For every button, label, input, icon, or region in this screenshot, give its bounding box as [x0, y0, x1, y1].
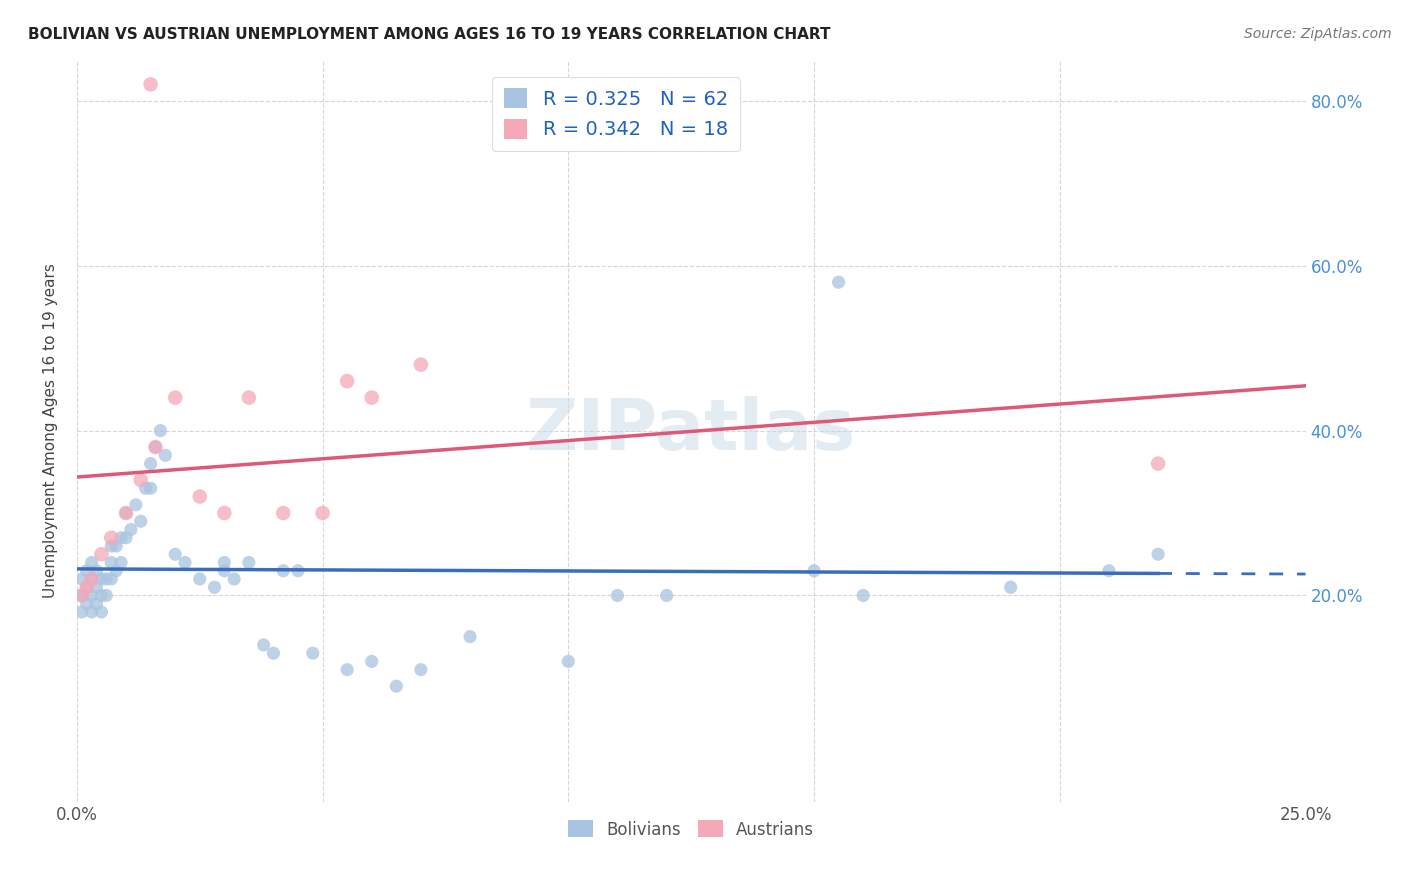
Point: [115, 506, 138, 520]
Point: [76, 580, 98, 594]
Point: [606, 589, 628, 603]
Point: [80, 572, 103, 586]
Point: [262, 646, 284, 660]
Point: [125, 498, 148, 512]
Point: [145, 440, 167, 454]
Text: BOLIVIAN VS AUSTRIAN UNEMPLOYMENT AMONG AGES 16 TO 19 YEARS CORRELATION CHART: BOLIVIAN VS AUSTRIAN UNEMPLOYMENT AMONG …: [28, 27, 831, 42]
Text: Source: ZipAtlas.com: Source: ZipAtlas.com: [1244, 27, 1392, 41]
Point: [214, 556, 236, 570]
Point: [76, 580, 98, 594]
Point: [301, 646, 323, 660]
Point: [139, 481, 162, 495]
Point: [70, 589, 93, 603]
Point: [115, 506, 138, 520]
Point: [80, 605, 103, 619]
Point: [1147, 547, 1170, 561]
Point: [214, 564, 236, 578]
Point: [1098, 564, 1121, 578]
Point: [129, 514, 152, 528]
Point: [165, 547, 187, 561]
Point: [80, 556, 103, 570]
Y-axis label: Unemployment Among Ages 16 to 19 years: Unemployment Among Ages 16 to 19 years: [44, 263, 58, 598]
Point: [86, 597, 108, 611]
Point: [139, 78, 162, 92]
Point: [120, 523, 142, 537]
Point: [90, 547, 112, 561]
Point: [86, 580, 108, 594]
Point: [214, 506, 236, 520]
Point: [80, 572, 103, 586]
Point: [145, 440, 167, 454]
Point: [204, 580, 226, 594]
Point: [287, 564, 309, 578]
Point: [238, 556, 260, 570]
Point: [271, 506, 294, 520]
Point: [385, 679, 408, 693]
Point: [76, 597, 98, 611]
Point: [86, 564, 108, 578]
Point: [803, 564, 825, 578]
Point: [360, 655, 382, 669]
Point: [110, 556, 132, 570]
Point: [115, 531, 138, 545]
Text: ZIPatlas: ZIPatlas: [526, 396, 856, 465]
Point: [139, 457, 162, 471]
Point: [409, 358, 432, 372]
Point: [70, 589, 93, 603]
Point: [100, 531, 122, 545]
Point: [336, 663, 359, 677]
Point: [188, 490, 211, 504]
Point: [80, 589, 103, 603]
Point: [90, 572, 112, 586]
Point: [188, 572, 211, 586]
Point: [271, 564, 294, 578]
Point: [155, 448, 177, 462]
Point: [557, 655, 579, 669]
Point: [135, 481, 157, 495]
Legend: Bolivians, Austrians: Bolivians, Austrians: [561, 814, 821, 846]
Point: [165, 391, 187, 405]
Point: [105, 539, 128, 553]
Point: [70, 572, 93, 586]
Point: [252, 638, 274, 652]
Point: [96, 572, 118, 586]
Point: [458, 630, 481, 644]
Point: [105, 564, 128, 578]
Point: [110, 531, 132, 545]
Point: [90, 589, 112, 603]
Point: [76, 564, 98, 578]
Point: [655, 589, 678, 603]
Point: [100, 572, 122, 586]
Point: [96, 589, 118, 603]
Point: [1000, 580, 1022, 594]
Point: [90, 605, 112, 619]
Point: [311, 506, 333, 520]
Point: [174, 556, 197, 570]
Point: [336, 374, 359, 388]
Point: [852, 589, 875, 603]
Point: [409, 663, 432, 677]
Point: [1147, 457, 1170, 471]
Point: [100, 539, 122, 553]
Point: [100, 556, 122, 570]
Point: [70, 605, 93, 619]
Point: [238, 391, 260, 405]
Point: [149, 424, 172, 438]
Point: [224, 572, 246, 586]
Point: [129, 473, 152, 487]
Point: [360, 391, 382, 405]
Point: [827, 275, 849, 289]
